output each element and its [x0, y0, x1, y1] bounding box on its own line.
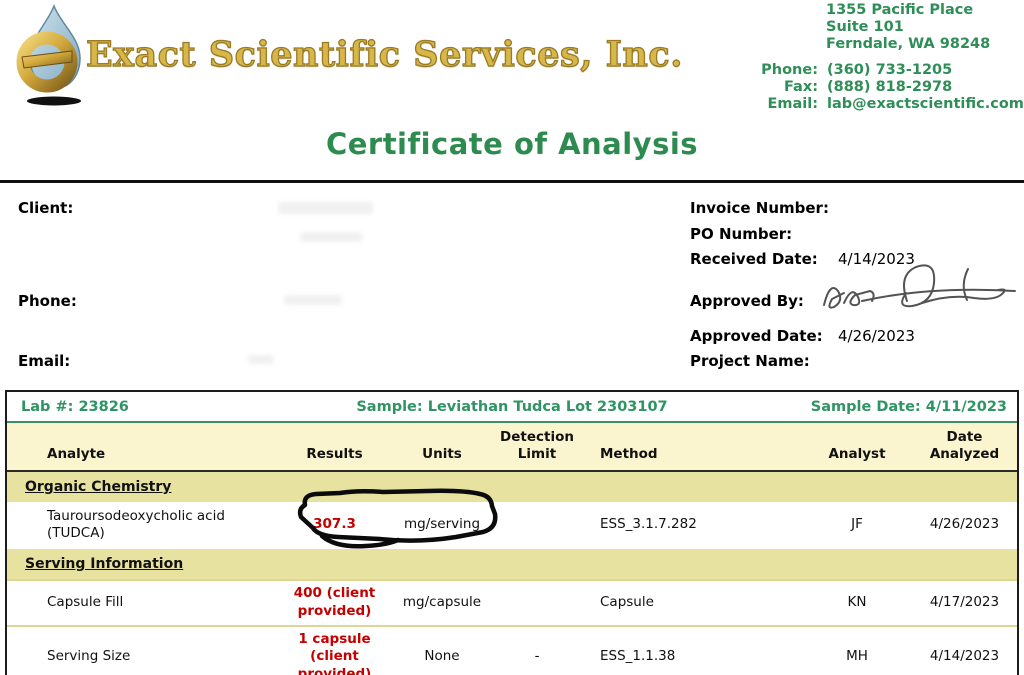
cell-analyst: KN	[802, 578, 912, 626]
po-number-label: PO Number:	[690, 225, 793, 243]
col-date-analyzed: Date Analyzed	[912, 422, 1017, 472]
approved-date-value: 4/26/2023	[838, 327, 915, 345]
cell-units: mg/capsule	[392, 578, 492, 626]
phone-label: Phone:	[761, 62, 818, 78]
cell-method: ESS_3.1.7.282	[582, 501, 802, 549]
address-line: Ferndale, WA 98248	[826, 36, 991, 52]
phone-value: (360) 733-1205	[827, 62, 953, 78]
cell-results: 1 capsule (client provided)	[277, 624, 392, 675]
project-name-label: Project Name:	[690, 352, 810, 370]
cell-method: ESS_1.1.38	[582, 624, 802, 675]
redacted-phone-value	[284, 295, 342, 305]
client-label: Client:	[18, 199, 74, 217]
received-date-value: 4/14/2023	[838, 250, 915, 268]
section-label: Organic Chemistry	[25, 478, 172, 495]
cell-method: Capsule	[582, 578, 802, 626]
cell-analyst: JF	[802, 501, 912, 549]
sample-date: Sample Date: 4/11/2023	[810, 398, 1007, 415]
section-serving-information: Serving Information	[7, 548, 1017, 580]
table-row-serving-size: Serving Size 1 capsule (client provided)…	[7, 624, 1017, 675]
cell-analyst: MH	[802, 624, 912, 675]
client-phone-label: Phone:	[18, 292, 77, 310]
received-date-label: Received Date:	[690, 250, 818, 268]
col-analyte: Analyte	[7, 422, 277, 472]
company-logo-icon	[16, 3, 81, 106]
table-row-tudca: Tauroursodeoxycholic acid (TUDCA) 307.3 …	[7, 501, 1017, 549]
client-email-label: Email:	[18, 352, 71, 370]
fax-label: Fax:	[784, 79, 818, 95]
col-units: Units	[392, 422, 492, 472]
results-table: Lab #: 23826 Sample: Leviathan Tudca Lot…	[5, 390, 1019, 675]
company-address: 1355 Pacific Place Suite 101 Ferndale, W…	[826, 2, 990, 53]
cell-results: 400 (client provided)	[277, 578, 392, 626]
page-title: Certificate of Analysis	[325, 127, 699, 161]
redacted-client-value	[300, 232, 362, 242]
cell-detection-limit	[492, 501, 582, 549]
table-row-capsule-fill: Capsule Fill 400 (client provided) mg/ca…	[7, 578, 1017, 626]
company-name: Exact Scientific Services, Inc.	[85, 33, 683, 75]
cell-date-analyzed: 4/14/2023	[912, 624, 1017, 675]
cell-analyte: Tauroursodeoxycholic acid (TUDCA)	[7, 501, 277, 549]
approved-date-label: Approved Date:	[690, 327, 823, 345]
section-label: Serving Information	[25, 555, 184, 572]
cell-results: 307.3	[277, 501, 392, 549]
fax-value: (888) 818-2978	[827, 79, 953, 95]
approved-by-label: Approved By:	[690, 292, 804, 310]
redacted-client-value	[278, 202, 373, 214]
section-organic-chemistry: Organic Chemistry	[7, 470, 1017, 502]
phone-row: Phone: (360) 733-1205	[700, 62, 1024, 79]
col-results: Results	[277, 422, 392, 472]
approver-signature	[823, 264, 1016, 309]
redacted-email-value	[248, 355, 274, 364]
lab-number: Lab #: 23826	[21, 398, 129, 415]
address-line: Suite 101	[826, 19, 904, 35]
col-analyst: Analyst	[802, 422, 912, 472]
address-line: 1355 Pacific Place	[826, 2, 974, 18]
cell-detection-limit: -	[492, 624, 582, 675]
cell-date-analyzed: 4/17/2023	[912, 578, 1017, 626]
column-header-row: Analyte Results Units Detection Limit Me…	[7, 422, 1017, 472]
cell-analyte: Capsule Fill	[7, 578, 277, 626]
invoice-number-label: Invoice Number:	[690, 199, 829, 217]
cell-units: mg/serving	[392, 501, 492, 549]
col-detection-limit: Detection Limit	[492, 422, 582, 472]
cell-detection-limit	[492, 578, 582, 626]
fax-row: Fax: (888) 818-2978	[700, 79, 1024, 96]
divider	[0, 180, 1024, 183]
email-value: lab@exactscientific.com	[827, 96, 1024, 112]
email-label: Email:	[767, 96, 818, 112]
cell-units: None	[392, 624, 492, 675]
cell-date-analyzed: 4/26/2023	[912, 501, 1017, 549]
cell-analyte: Serving Size	[7, 624, 277, 675]
email-row: Email: lab@exactscientific.com	[700, 96, 1024, 113]
col-method: Method	[582, 422, 802, 472]
sample-name: Sample: Leviathan Tudca Lot 2303107	[356, 398, 668, 415]
sample-band: Lab #: 23826 Sample: Leviathan Tudca Lot…	[7, 392, 1017, 423]
company-contact: Phone: (360) 733-1205 Fax: (888) 818-297…	[700, 62, 1024, 113]
